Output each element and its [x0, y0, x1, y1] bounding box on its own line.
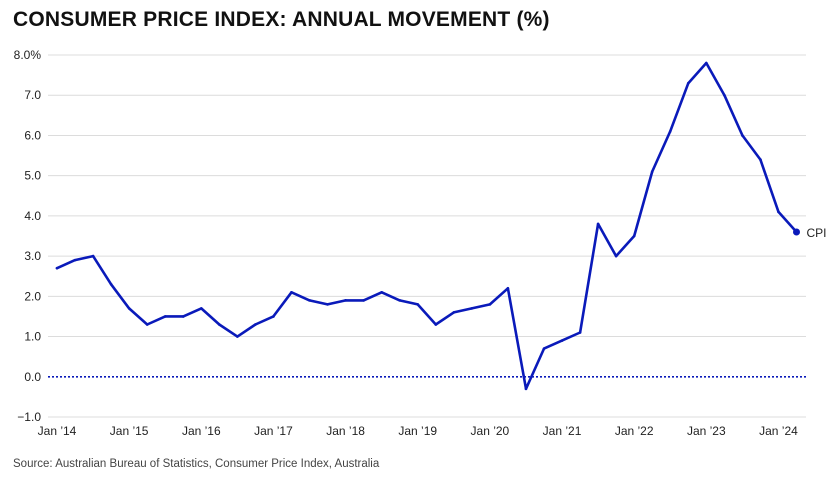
- cpi-data-point: [524, 387, 528, 391]
- cpi-data-point: [452, 311, 456, 314]
- cpi-data-points: [55, 61, 798, 391]
- gridlines: [48, 54, 806, 418]
- cpi-data-point: [416, 303, 420, 306]
- cpi-data-point: [434, 323, 438, 326]
- cpi-data-point: [578, 331, 582, 334]
- cpi-data-point: [759, 158, 762, 161]
- cpi-data-point: [326, 303, 329, 306]
- y-tick-label: 8.0%: [14, 48, 42, 62]
- cpi-series-label: CPI: [807, 226, 827, 240]
- x-tick-label: Jan ’24: [759, 424, 798, 438]
- x-axis-tick-labels: Jan ’14 Jan ’15 Jan ’16 Jan ’17 Jan ’18 Jan ’…: [38, 424, 798, 438]
- cpi-data-point: [308, 299, 311, 302]
- x-tick-label: Jan ’15: [110, 424, 149, 438]
- x-tick-label: Jan ’21: [543, 424, 582, 438]
- y-tick-label: 4.0: [24, 209, 41, 223]
- cpi-data-point: [73, 258, 77, 262]
- y-tick-label: 2.0: [24, 289, 41, 303]
- cpi-data-point: [218, 323, 221, 326]
- cpi-data-point: [398, 299, 401, 302]
- x-tick-label: Jan ’20: [471, 424, 510, 438]
- y-tick-label: −1.0: [17, 410, 41, 424]
- x-tick-label: Jan ’18: [326, 424, 365, 438]
- cpi-data-point: [181, 315, 185, 318]
- chart-title: CONSUMER PRICE INDEX: ANNUAL MOVEMENT (%…: [13, 8, 550, 31]
- cpi-data-point: [344, 299, 347, 302]
- cpi-data-point: [380, 291, 383, 294]
- cpi-data-point: [705, 61, 708, 65]
- cpi-data-point: [596, 222, 600, 226]
- cpi-data-point: [55, 266, 59, 270]
- y-tick-label: 0.0: [24, 370, 41, 384]
- cpi-data-point: [199, 307, 203, 310]
- y-tick-label: 1.0: [24, 330, 41, 344]
- x-tick-label: Jan ’16: [182, 424, 221, 438]
- cpi-data-point: [254, 323, 257, 326]
- x-tick-label: Jan ’14: [38, 424, 77, 438]
- cpi-data-point: [163, 315, 167, 318]
- cpi-data-point: [362, 299, 365, 302]
- cpi-series-line: [55, 61, 798, 391]
- cpi-data-point: [236, 335, 239, 338]
- cpi-data-point: [290, 291, 293, 294]
- cpi-end-marker: [793, 228, 800, 236]
- cpi-data-point: [723, 93, 726, 97]
- cpi-data-point: [686, 81, 690, 85]
- x-tick-label: Jan ’17: [254, 424, 293, 438]
- x-tick-label: Jan ’19: [398, 424, 437, 438]
- cpi-data-point: [470, 307, 474, 310]
- y-tick-label: 7.0: [24, 88, 41, 102]
- y-tick-label: 5.0: [24, 169, 41, 183]
- cpi-data-point: [777, 210, 780, 214]
- cpi-data-point: [668, 130, 672, 133]
- x-tick-label: Jan ’22: [615, 424, 654, 438]
- x-tick-label: Jan ’23: [687, 424, 726, 438]
- cpi-data-point: [741, 134, 744, 137]
- y-tick-label: 3.0: [24, 249, 41, 263]
- cpi-data-point: [632, 234, 636, 238]
- cpi-data-point: [91, 254, 95, 258]
- cpi-data-point: [650, 170, 654, 173]
- cpi-data-point: [488, 303, 492, 306]
- cpi-data-point: [614, 254, 618, 258]
- cpi-data-point: [109, 282, 113, 286]
- y-axis-tick-labels: 8.0% 7.0 6.0 5.0 4.0 3.0 2.0 1.0 0.0 −1.0: [14, 48, 42, 424]
- cpi-data-point: [127, 307, 131, 310]
- source-note: Source: Australian Bureau of Statistics,…: [13, 458, 380, 470]
- cpi-data-point: [145, 323, 149, 326]
- cpi-data-point: [506, 286, 510, 290]
- cpi-data-point: [542, 347, 546, 350]
- cpi-data-point: [560, 339, 564, 342]
- cpi-data-point: [272, 315, 275, 318]
- y-tick-label: 6.0: [24, 128, 41, 142]
